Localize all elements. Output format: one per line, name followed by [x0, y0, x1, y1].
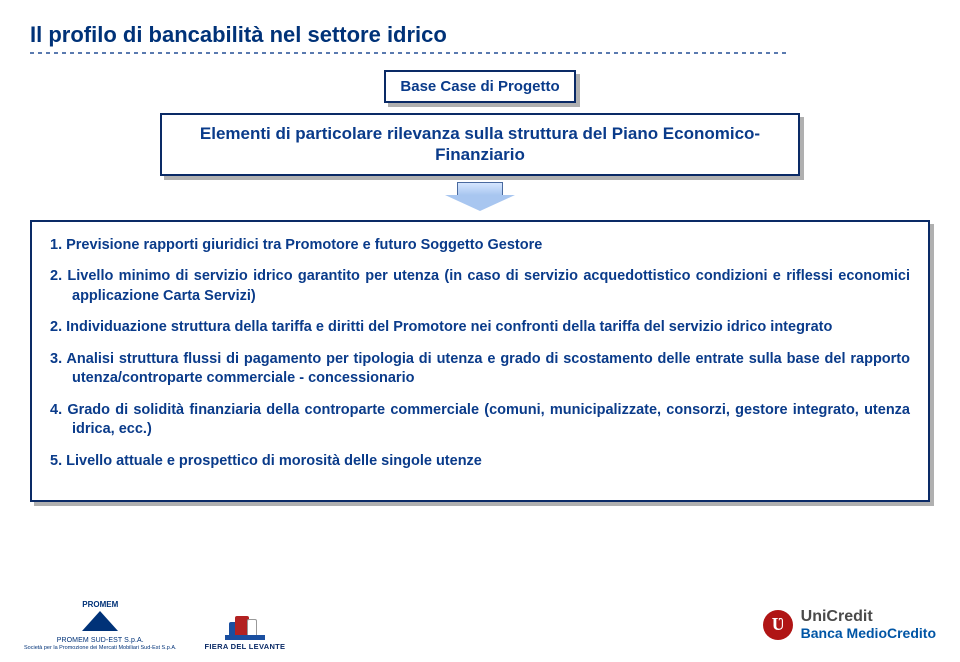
fiera-logo: FIERA DEL LEVANTE	[205, 616, 286, 651]
title-underline	[30, 52, 790, 54]
page-title: Il profilo di bancabilità nel settore id…	[30, 22, 930, 48]
item-number: 3.	[50, 351, 62, 367]
item-text: Individuazione struttura della tariffa e…	[62, 319, 832, 335]
list-item: 2. Livello minimo di servizio idrico gar…	[50, 267, 910, 306]
bank-text: UniCredit Banca MedioCredito	[801, 609, 936, 640]
item-text: Analisi struttura flussi di pagamento pe…	[62, 351, 910, 387]
list-item: 1. Previsione rapporti giuridici tra Pro…	[50, 236, 910, 256]
subhead-box: Elementi di particolare rilevanza sulla …	[160, 113, 800, 176]
subtitle-text: Base Case di Progetto	[400, 78, 559, 95]
list-item: 2. Individuazione struttura della tariff…	[50, 318, 910, 338]
subhead-text: Elementi di particolare rilevanza sulla …	[176, 123, 784, 166]
bank-mark-icon: Ʋ	[763, 610, 793, 640]
subtitle-box: Base Case di Progetto	[384, 70, 575, 103]
fiera-flag-icon	[225, 616, 265, 640]
bank-line1: UniCredit	[801, 609, 936, 626]
content-box: 1. Previsione rapporti giuridici tra Pro…	[30, 220, 930, 502]
list-item: 3. Analisi struttura flussi di pagamento…	[50, 350, 910, 389]
item-text: Previsione rapporti giuridici tra Promot…	[62, 237, 542, 253]
fiera-text: FIERA DEL LEVANTE	[205, 642, 286, 651]
bank-glyph: Ʋ	[772, 614, 784, 635]
promem-name: PROMEM	[82, 600, 118, 609]
promem-triangle-icon	[78, 611, 122, 635]
footer-left: PROMEM PROMEM SUD-EST S.p.A. Società per…	[24, 600, 285, 651]
title-area: Il profilo di bancabilità nel settore id…	[0, 0, 960, 64]
item-text: Livello attuale e prospettico di morosit…	[62, 453, 482, 469]
promem-logo: PROMEM PROMEM SUD-EST S.p.A. Società per…	[24, 600, 177, 651]
item-number: 1.	[50, 237, 62, 253]
list-item: 5. Livello attuale e prospettico di moro…	[50, 452, 910, 472]
item-text: Grado di solidità finanziaria della cont…	[62, 402, 910, 438]
slide: Il profilo di bancabilità nel settore id…	[0, 0, 960, 662]
list-item: 4. Grado di solidità finanziaria della c…	[50, 401, 910, 440]
subtitle-box-wrap: Base Case di Progetto	[384, 70, 575, 103]
item-number: 2.	[50, 268, 62, 284]
item-number: 5.	[50, 453, 62, 469]
item-number: 2.	[50, 319, 62, 335]
item-number: 4.	[50, 402, 62, 418]
item-list: 1. Previsione rapporti giuridici tra Pro…	[50, 236, 910, 472]
promem-sub2: Società per la Promozione dei Mercati Mo…	[24, 645, 177, 651]
promem-sub: PROMEM SUD-EST S.p.A.	[57, 637, 144, 644]
down-arrow-icon	[435, 182, 525, 212]
bank-line2: Banca MedioCredito	[801, 626, 936, 641]
bank-logo: Ʋ UniCredit Banca MedioCredito	[763, 609, 936, 640]
item-text: Livello minimo di servizio idrico garant…	[62, 268, 910, 304]
footer: PROMEM PROMEM SUD-EST S.p.A. Società per…	[0, 588, 960, 662]
header-stack: Base Case di Progetto Elementi di partic…	[0, 64, 960, 212]
